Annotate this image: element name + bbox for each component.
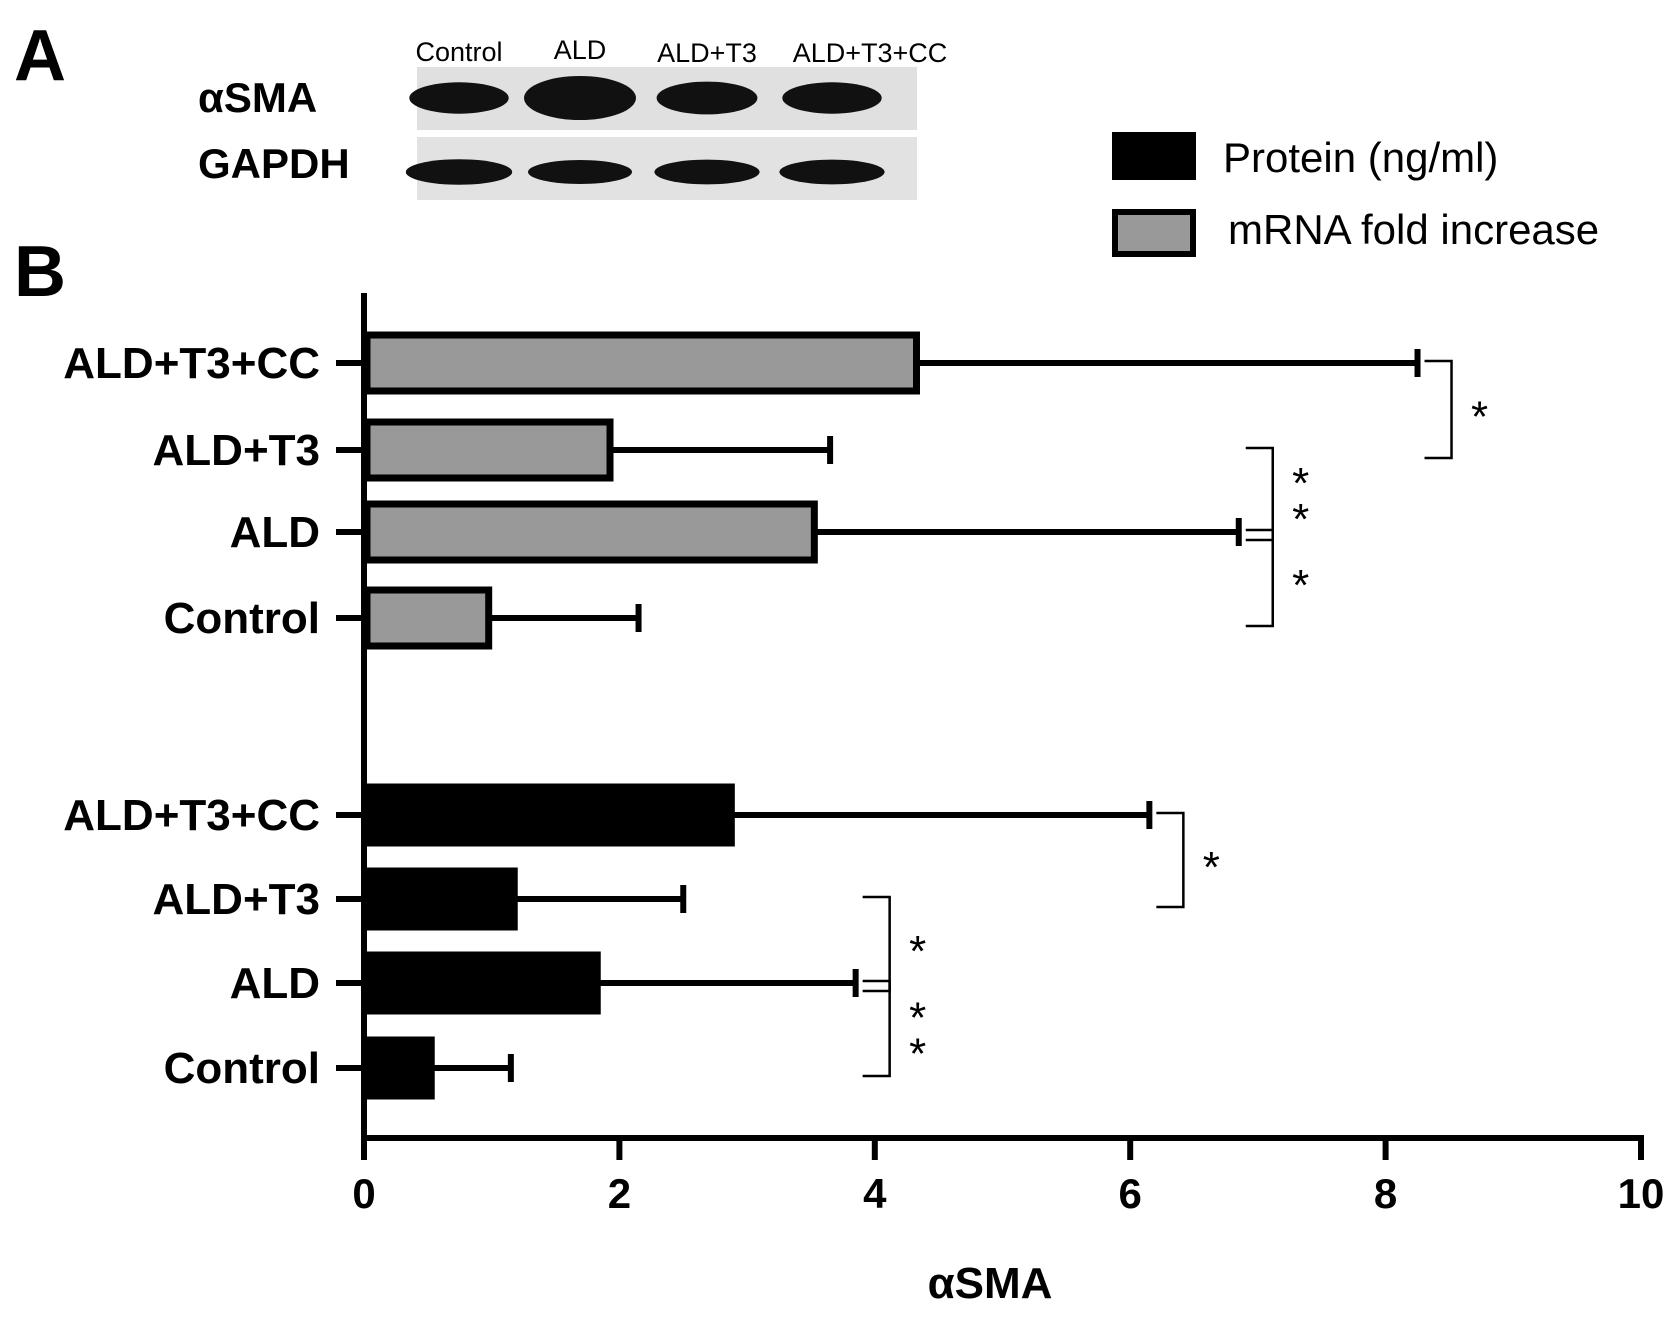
significance-star: * — [909, 1030, 926, 1079]
blot-band-asma — [409, 82, 509, 114]
y-tick-label: ALD+T3+CC — [63, 339, 320, 388]
y-tick-label: ALD+T3+CC — [63, 791, 320, 840]
x-tick-label: 2 — [608, 1170, 631, 1217]
blot-band-asma — [656, 81, 758, 115]
x-axis-label: αSMA — [928, 1259, 1053, 1308]
significance-bracket — [1156, 811, 1185, 909]
legend-swatch-protein — [1112, 132, 1196, 180]
y-tick-label: ALD+T3 — [153, 426, 320, 475]
bar — [363, 783, 735, 847]
y-tick-label: ALD+T3 — [153, 875, 320, 924]
legend-swatch-mrna — [1112, 209, 1196, 257]
x-tick-label: 4 — [863, 1170, 887, 1217]
significance-star: * — [1471, 393, 1488, 442]
bar — [363, 586, 493, 650]
x-tick-label: 0 — [352, 1170, 375, 1217]
y-tick-label: Control — [164, 594, 320, 643]
significance-bracket — [1245, 528, 1274, 628]
bar-chart: 0 2 4 6 8 10ALD+T3+CCALD+T3ALDControl****ALD+… — [63, 293, 1664, 1217]
bar — [363, 500, 818, 564]
blot-row-label-asma: αSMA — [198, 74, 317, 121]
significance-star: * — [1292, 495, 1309, 544]
bar — [363, 418, 614, 482]
blot-lane-label-ald-t3: ALD+T3 — [657, 38, 757, 68]
blot-lane-label-ald-t3-cc: ALD+T3+CC — [793, 38, 948, 68]
western-blot: Control ALD ALD+T3 ALD+T3+CC αSMA GAPDH — [198, 35, 947, 200]
blot-band-asma — [782, 82, 882, 114]
bar — [363, 951, 601, 1015]
legend-label-protein: Protein (ng/ml) — [1223, 134, 1498, 181]
significance-star: * — [909, 927, 926, 976]
x-tick-label: 8 — [1374, 1170, 1397, 1217]
y-tick-label: ALD — [230, 508, 320, 557]
blot-band-gapdh — [405, 159, 513, 185]
blot-lane-label-control: Control — [415, 37, 502, 67]
significance-star: * — [1292, 561, 1309, 610]
significance-star: * — [1203, 843, 1220, 892]
significance-bracket — [1424, 359, 1453, 460]
significance-star: * — [909, 994, 926, 1043]
bar — [363, 867, 518, 931]
blot-lane-label-ald: ALD — [554, 35, 607, 65]
y-tick-label: Control — [164, 1044, 320, 1093]
y-tick-label: ALD — [230, 959, 320, 1008]
bar — [363, 331, 920, 395]
blot-band-gapdh — [528, 160, 632, 184]
significance-bracket — [862, 895, 891, 993]
x-tick-label: 6 — [1119, 1170, 1142, 1217]
blot-row-label-gapdh: GAPDH — [198, 140, 350, 187]
panel-a-letter: A — [14, 16, 66, 96]
bar — [363, 1036, 435, 1100]
significance-bracket — [1245, 446, 1274, 542]
blot-band-asma — [524, 76, 636, 120]
legend-label-mrna: mRNA fold increase — [1228, 206, 1599, 253]
x-tick-label: 10 — [1618, 1170, 1665, 1217]
significance-star: * — [1292, 459, 1309, 508]
panel-b-letter: B — [14, 232, 66, 312]
blot-band-gapdh — [654, 159, 760, 185]
blot-band-gapdh — [779, 159, 885, 185]
significance-bracket — [862, 979, 891, 1078]
legend: Protein (ng/ml) mRNA fold increase — [1112, 132, 1599, 257]
